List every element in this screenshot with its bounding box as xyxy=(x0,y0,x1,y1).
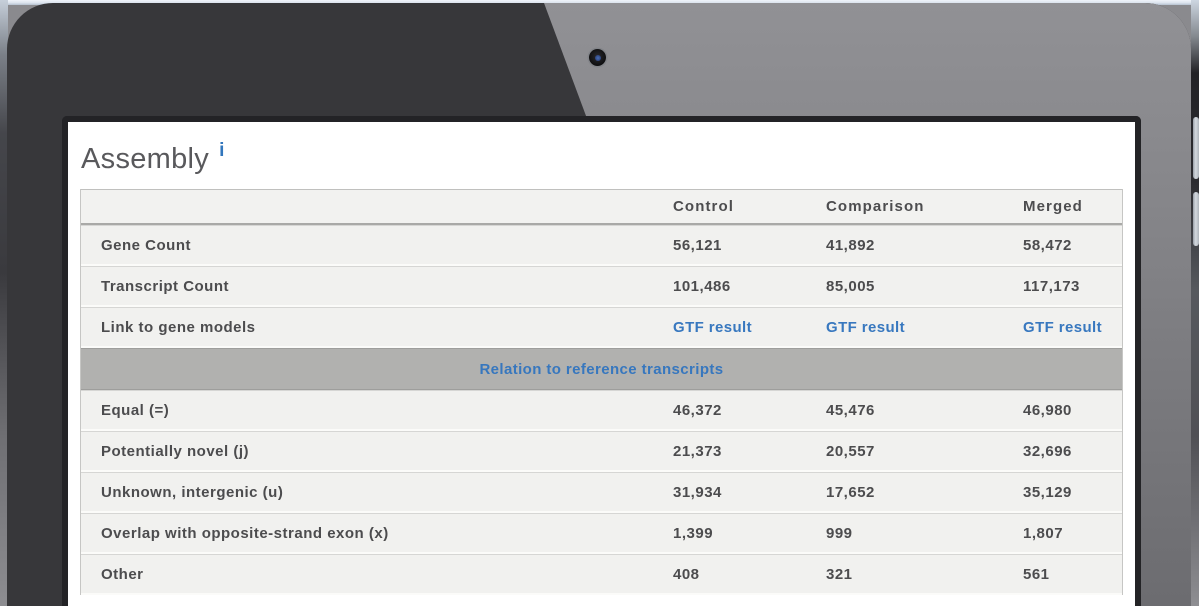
column-header-control: Control xyxy=(653,189,806,225)
row-value: 45,476 xyxy=(806,390,1003,431)
row-label: Transcript Count xyxy=(81,266,653,307)
table-row: Transcript Count 101,486 85,005 117,173 xyxy=(81,266,1122,307)
row-value: 35,129 xyxy=(1003,472,1122,513)
row-value: 20,557 xyxy=(806,431,1003,472)
column-header-comparison: Comparison xyxy=(806,189,1003,225)
row-value: GTF result xyxy=(806,307,1003,348)
row-label: Gene Count xyxy=(81,225,653,266)
row-label: Equal (=) xyxy=(81,390,653,431)
device-edge-button-icon xyxy=(1193,117,1199,179)
row-label: Other xyxy=(81,554,653,595)
table-row: Other 408 321 561 xyxy=(81,554,1122,595)
page-title: Assembly xyxy=(81,143,210,175)
row-label: Link to gene models xyxy=(81,307,653,348)
page-header: Assembly i xyxy=(80,140,1123,176)
table-row: Overlap with opposite-strand exon (x) 1,3… xyxy=(81,513,1122,554)
row-value: 46,372 xyxy=(653,390,806,431)
table-row: Unknown, intergenic (u) 31,934 17,652 35,12… xyxy=(81,472,1122,513)
page-content: Assembly i Control Comparison Merged xyxy=(68,122,1135,595)
row-value: 31,934 xyxy=(653,472,806,513)
row-value: 408 xyxy=(653,554,806,595)
row-label: Unknown, intergenic (u) xyxy=(81,472,653,513)
row-value: 561 xyxy=(1003,554,1122,595)
row-label: Potentially novel (j) xyxy=(81,431,653,472)
row-value: 41,892 xyxy=(806,225,1003,266)
column-header-empty xyxy=(81,189,653,225)
row-value: 17,652 xyxy=(806,472,1003,513)
table-row: Gene Count 56,121 41,892 58,472 xyxy=(81,225,1122,266)
camera-lens-icon xyxy=(595,55,601,61)
row-value: 56,121 xyxy=(653,225,806,266)
device-top-edge xyxy=(0,0,1199,5)
gtf-result-link[interactable]: GTF result xyxy=(1023,318,1103,336)
assembly-table-body: Gene Count 56,121 41,892 58,472 Transcript C… xyxy=(81,225,1122,595)
gtf-result-link[interactable]: GTF result xyxy=(673,318,753,336)
row-value: 21,373 xyxy=(653,431,806,472)
table-row: Equal (=) 46,372 45,476 46,980 xyxy=(81,390,1122,431)
row-value: 117,173 xyxy=(1003,266,1122,307)
row-value: 101,486 xyxy=(653,266,806,307)
table-header-row: Control Comparison Merged xyxy=(81,189,1122,225)
row-value: 32,696 xyxy=(1003,431,1122,472)
row-value: 46,980 xyxy=(1003,390,1122,431)
gtf-result-link[interactable]: GTF result xyxy=(826,318,906,336)
row-value: 999 xyxy=(806,513,1003,554)
device-screen: Assembly i Control Comparison Merged xyxy=(62,116,1141,606)
column-header-merged: Merged xyxy=(1003,189,1122,225)
device-edge-button-icon xyxy=(1193,192,1199,246)
row-value: 321 xyxy=(806,554,1003,595)
section-header: Relation to reference transcripts xyxy=(81,348,1122,390)
row-value: GTF result xyxy=(1003,307,1122,348)
row-value: GTF result xyxy=(653,307,806,348)
device-right-edge xyxy=(1191,0,1199,606)
row-value: 1,399 xyxy=(653,513,806,554)
device-left-edge xyxy=(0,0,8,606)
assembly-table-wrapper: Control Comparison Merged Gene Count 56,1… xyxy=(80,189,1123,595)
assembly-table: Control Comparison Merged Gene Count 56,1… xyxy=(81,189,1122,595)
row-value: 1,807 xyxy=(1003,513,1122,554)
table-row: Potentially novel (j) 21,373 20,557 32,696 xyxy=(81,431,1122,472)
info-icon[interactable]: i xyxy=(219,140,225,161)
row-label: Overlap with opposite-strand exon (x) xyxy=(81,513,653,554)
section-row: Relation to reference transcripts xyxy=(81,348,1122,390)
row-value: 58,472 xyxy=(1003,225,1122,266)
front-camera-icon xyxy=(589,49,606,66)
table-row: Link to gene models GTF result GTF result G… xyxy=(81,307,1122,348)
row-value: 85,005 xyxy=(806,266,1003,307)
